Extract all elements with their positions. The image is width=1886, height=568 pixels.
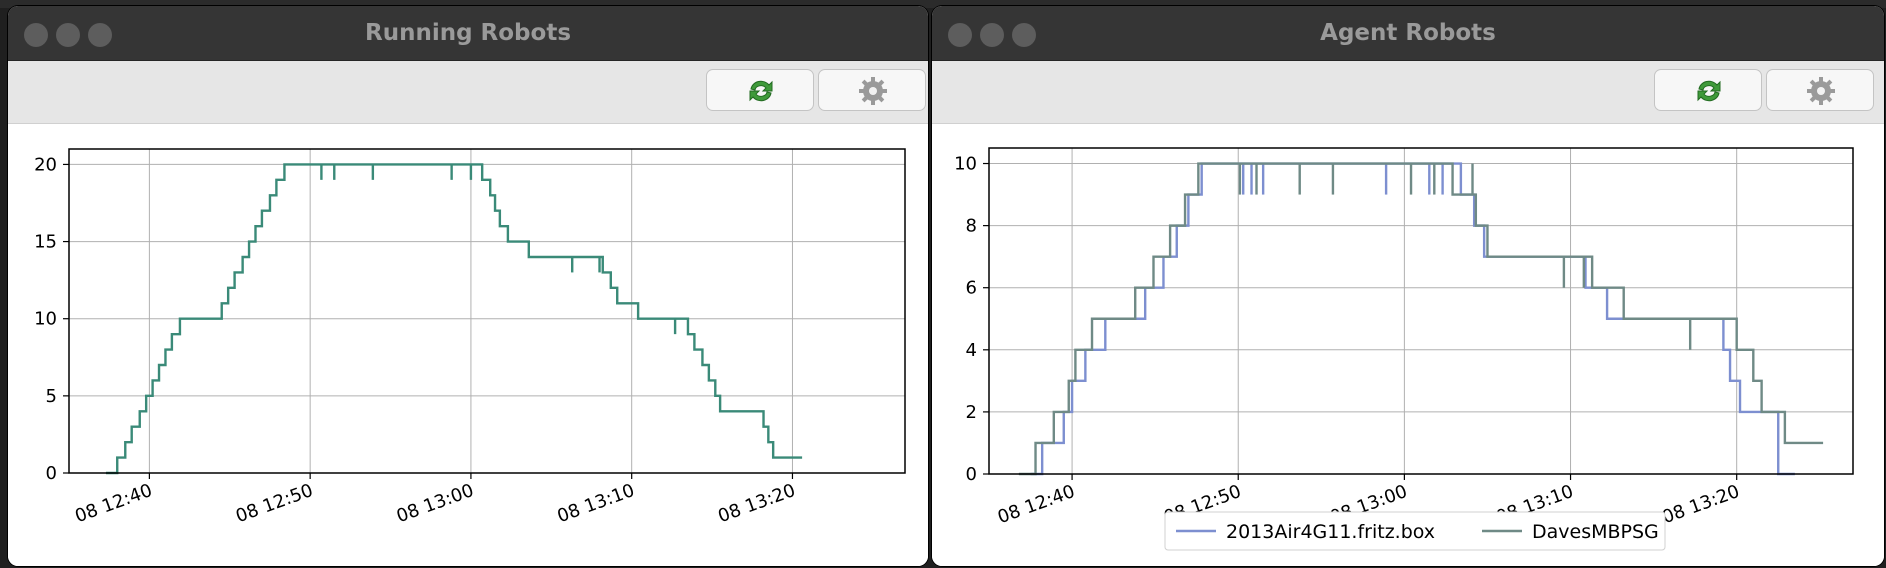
window-title: Agent Robots (1320, 20, 1496, 46)
gear-icon (1807, 77, 1835, 105)
toolbar (932, 61, 1884, 124)
settings-button[interactable] (1766, 69, 1874, 111)
legend-label: DavesMBPSG (1532, 521, 1659, 543)
minimize-window-button[interactable] (56, 23, 80, 47)
close-window-button[interactable] (948, 23, 972, 47)
titlebar: Running Robots (8, 6, 928, 61)
toolbar (8, 61, 928, 124)
x-tick-label: 08 12:50 (233, 480, 316, 527)
legend: 2013Air4G11.fritz.box DavesMBPSG (1164, 511, 1666, 551)
refresh-button[interactable] (1654, 69, 1762, 111)
series-line (105, 163, 803, 475)
close-window-button[interactable] (24, 23, 48, 47)
gear-icon (859, 77, 887, 105)
zoom-window-button[interactable] (88, 23, 112, 47)
x-tick-label: 08 12:40 (995, 481, 1078, 528)
y-tick-label: 4 (966, 340, 977, 361)
settings-button[interactable] (818, 69, 926, 111)
agent-robots-window: Agent Robots (932, 6, 1884, 566)
y-tick-label: 0 (46, 463, 57, 484)
titlebar: Agent Robots (932, 6, 1884, 61)
series-line (1030, 162, 1795, 476)
x-tick-label: 08 13:10 (555, 480, 638, 527)
x-tick-label: 08 13:00 (394, 480, 477, 527)
y-tick-label: 15 (34, 232, 57, 253)
running-robots-window: Running Robots (8, 6, 928, 566)
desktop-background (0, 0, 1886, 8)
x-tick-label: 08 13:20 (1660, 481, 1743, 528)
plot-frame (988, 147, 1854, 475)
window-title: Running Robots (364, 20, 572, 46)
plot-area: 0 2 4 6 8 10 08 12:40 08 12:50 08 13:00 08 13:10… (932, 124, 1884, 566)
y-tick-label: 20 (34, 154, 57, 175)
y-tick-label: 0 (966, 464, 977, 485)
running-robots-chart: 0 5 10 15 20 08 12:40 08 12:50 08 13:00 08 13:1… (34, 148, 906, 527)
x-tick-label: 08 12:40 (72, 480, 155, 527)
legend-label: 2013Air4G11.fritz.box (1226, 521, 1435, 543)
series-line (1018, 162, 1824, 476)
x-tick-label: 08 13:20 (715, 480, 798, 527)
y-tick-label: 6 (966, 278, 977, 299)
minimize-window-button[interactable] (980, 23, 1004, 47)
y-tick-label: 8 (966, 216, 977, 237)
refresh-button[interactable] (706, 69, 814, 111)
y-tick-label: 10 (954, 154, 977, 175)
y-tick-label: 5 (46, 386, 57, 407)
zoom-window-button[interactable] (1012, 23, 1036, 47)
refresh-icon (749, 80, 773, 102)
plot-frame (68, 148, 906, 474)
refresh-icon (1697, 80, 1721, 102)
plot-area: 0 5 10 15 20 08 12:40 08 12:50 08 13:00 08 13:1… (8, 124, 928, 566)
y-tick-label: 10 (34, 309, 57, 330)
y-tick-label: 2 (966, 402, 977, 423)
